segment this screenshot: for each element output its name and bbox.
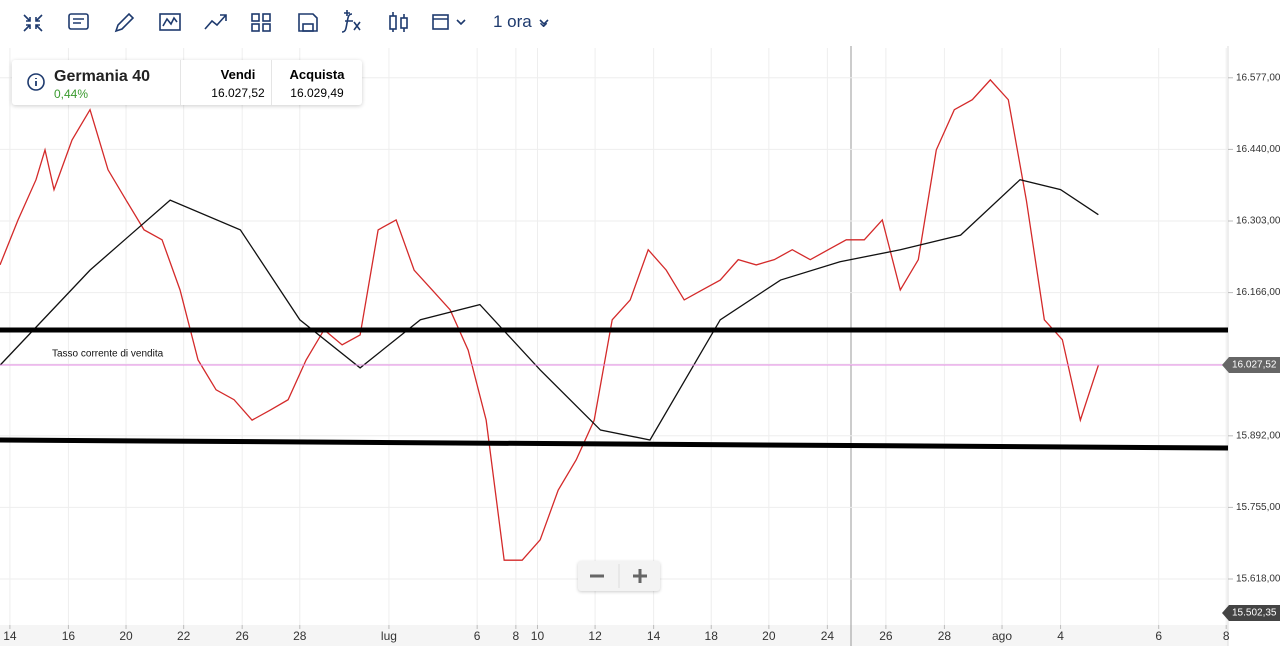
collapse-button[interactable] — [23, 14, 43, 32]
x-tick-label: 4 — [1057, 629, 1064, 643]
price-line — [0, 178, 1099, 441]
sell-price[interactable]: 16.027,52 — [211, 86, 265, 100]
save-button[interactable] — [298, 13, 318, 32]
price-line — [0, 78, 1099, 561]
toolbar — [23, 10, 549, 33]
function-button[interactable] — [341, 10, 361, 33]
y-tick-label: 15.755,00 — [1236, 502, 1280, 513]
x-tick-label: 10 — [531, 629, 545, 643]
buy-label: Acquista — [289, 67, 345, 82]
info-icon[interactable] — [26, 72, 46, 92]
y-tick-label: 15.892,00 — [1236, 430, 1280, 441]
support-line — [0, 437, 1229, 451]
current-price-text: Tasso corrente di vendita — [52, 349, 164, 360]
x-tick-label: 28 — [293, 629, 307, 643]
x-tick-label: 14 — [3, 629, 17, 643]
instrument-box: Germania 40 0,44% Vendi 16.027,52 Acquis… — [12, 60, 362, 105]
current-price-label: 16.027,52 — [1232, 360, 1277, 371]
x-tick-label: 8 — [1223, 629, 1230, 643]
draw-button[interactable] — [114, 12, 135, 33]
timeframe[interactable]: 1 ora ⌄ — [493, 12, 551, 31]
current-price-tag — [1222, 356, 1280, 373]
chart: 15.618,0015.755,0015.892,0016.029,0016.1… — [0, 46, 1280, 646]
x-tick-label: 26 — [235, 629, 249, 643]
zoom-icons — [590, 564, 647, 588]
instrument-change: 0,44% — [54, 87, 89, 101]
x-tick-label: ago — [992, 629, 1012, 643]
zoom-in[interactable] — [633, 569, 647, 583]
y-tick-label: 16.166,00 — [1236, 287, 1280, 298]
instrument-name: Germania 40 — [54, 68, 151, 85]
trend-button[interactable] — [204, 14, 227, 30]
compare-button[interactable] — [389, 12, 408, 32]
y-tick-label: 16.303,00 — [1236, 216, 1280, 227]
buy-price[interactable]: 16.029,49 — [290, 86, 344, 100]
indicator-button[interactable] — [159, 13, 181, 31]
layout-button[interactable] — [251, 13, 271, 32]
y-tick-label: 16.577,00 — [1236, 72, 1280, 83]
x-axis-band — [0, 625, 1228, 646]
x-tick-label: 18 — [705, 629, 719, 643]
x-tick-label: 28 — [938, 629, 952, 643]
x-tick-label: lug — [381, 629, 397, 643]
calendar-button[interactable] — [432, 14, 466, 30]
y-tick-label: 15.618,00 — [1236, 574, 1280, 585]
timeframe-arrow[interactable] — [539, 19, 549, 26]
x-tick-label: 22 — [177, 629, 191, 643]
x-tick-label: 12 — [588, 629, 602, 643]
x-tick-label: 6 — [474, 629, 481, 643]
x-tick-label: 20 — [119, 629, 133, 643]
notes-button[interactable] — [68, 13, 89, 30]
x-tick-label: 14 — [647, 629, 661, 643]
y-tick-label: 16.440,00 — [1236, 144, 1280, 155]
x-tick-label: 24 — [821, 629, 835, 643]
sell-label: Vendi — [220, 67, 256, 82]
low-label: 15.502,35 — [1232, 608, 1277, 619]
zoom-control — [578, 561, 660, 591]
x-tick-label: 8 — [513, 629, 520, 643]
x-tick-label: 6 — [1155, 629, 1162, 643]
x-tick-label: 26 — [879, 629, 893, 643]
x-tick-label: 20 — [762, 629, 776, 643]
low-tag — [1222, 605, 1280, 621]
x-tick-label: 16 — [62, 629, 76, 643]
